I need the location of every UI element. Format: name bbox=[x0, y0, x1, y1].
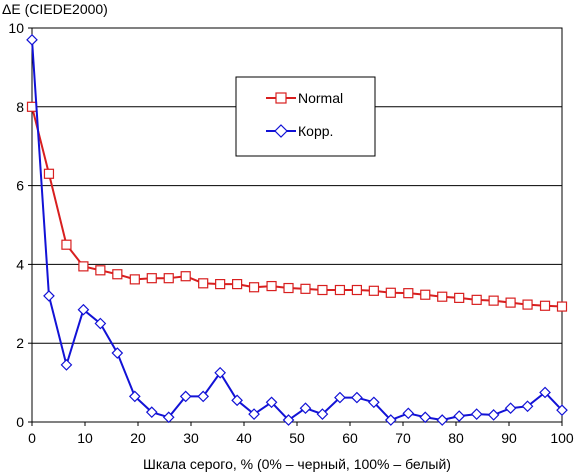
series-1-point-26 bbox=[470, 408, 483, 420]
series-1-point-19 bbox=[351, 391, 363, 404]
series-0-point-3 bbox=[78, 261, 89, 272]
series-0-point-27 bbox=[488, 295, 499, 306]
series-0-point-6 bbox=[129, 274, 140, 285]
legend-label-korr: Корр. bbox=[298, 123, 333, 139]
series-0-point-0 bbox=[26, 101, 38, 112]
series-0-point-29 bbox=[522, 299, 533, 310]
series-1-point-14 bbox=[265, 396, 278, 409]
series-1-point-5 bbox=[111, 347, 124, 359]
x-tick-label-20: 20 bbox=[130, 430, 146, 446]
y-axis: 0 2 4 6 8 10 bbox=[8, 20, 32, 430]
series-1-point-23 bbox=[419, 411, 432, 424]
series-1-point-20 bbox=[368, 396, 380, 409]
series-0-point-16 bbox=[300, 283, 311, 294]
series-0-point-9 bbox=[180, 271, 191, 282]
series-0-point-4 bbox=[95, 265, 106, 276]
legend-marker-korr bbox=[274, 124, 288, 138]
series-1-point-30 bbox=[539, 386, 551, 399]
series-1-point-7 bbox=[145, 406, 158, 418]
series-1-point-28 bbox=[504, 402, 517, 415]
series-1-point-15 bbox=[282, 414, 295, 426]
series-0-point-5 bbox=[112, 269, 123, 280]
series-0-point-13 bbox=[248, 282, 260, 293]
series-1-point-1 bbox=[43, 290, 55, 302]
series-1-point-18 bbox=[334, 391, 346, 404]
series-0-point-11 bbox=[215, 279, 226, 290]
series-1-point-8 bbox=[162, 411, 175, 424]
series-0-point-15 bbox=[283, 282, 294, 294]
series-layer bbox=[26, 33, 568, 426]
series-1-point-13 bbox=[248, 408, 260, 420]
series-1-point-29 bbox=[521, 400, 534, 413]
series-1-point-22 bbox=[402, 407, 415, 420]
series-0-point-31 bbox=[556, 301, 568, 312]
series-1-point-12 bbox=[231, 394, 243, 407]
series-1-point-2 bbox=[60, 359, 73, 371]
y-tick-label-4: 4 bbox=[16, 256, 24, 272]
y-axis-label: ΔE (CIEDE2000) bbox=[2, 1, 108, 17]
y-tick-label-2: 2 bbox=[16, 335, 24, 351]
x-tick-label-80: 80 bbox=[448, 430, 464, 446]
series-1-point-10 bbox=[197, 390, 210, 403]
series-0-point-28 bbox=[505, 297, 516, 308]
series-0-point-14 bbox=[266, 280, 277, 292]
x-tick-label-60: 60 bbox=[342, 430, 358, 446]
series-1-point-0 bbox=[26, 33, 38, 46]
x-tick-label-100: 100 bbox=[550, 430, 574, 446]
series-1-point-31 bbox=[556, 404, 568, 417]
series-0-point-18 bbox=[334, 284, 346, 296]
series-0-point-21 bbox=[385, 287, 396, 298]
legend-box bbox=[235, 76, 376, 157]
series-0-point-17 bbox=[317, 284, 328, 296]
series-1-point-27 bbox=[487, 409, 500, 421]
series-0-point-7 bbox=[146, 273, 157, 284]
series-0-point-24 bbox=[437, 291, 448, 302]
series-1-point-11 bbox=[214, 366, 226, 379]
y-tick-label-10: 10 bbox=[8, 20, 24, 36]
legend-label-normal: Normal bbox=[298, 90, 343, 106]
series-0-point-1 bbox=[43, 168, 55, 179]
x-tick-label-10: 10 bbox=[77, 430, 93, 446]
series-0-point-19 bbox=[351, 284, 362, 296]
series-1-point-3 bbox=[77, 303, 90, 316]
series-0-point-2 bbox=[61, 239, 72, 250]
series-1-point-24 bbox=[436, 414, 449, 426]
y-tick-label-8: 8 bbox=[16, 99, 24, 115]
series-0-point-25 bbox=[454, 292, 465, 303]
series-0-point-22 bbox=[403, 288, 414, 299]
series-0-point-30 bbox=[539, 300, 551, 311]
legend-marker-normal bbox=[275, 92, 287, 104]
x-tick-label-30: 30 bbox=[183, 430, 199, 446]
x-tick-label-90: 90 bbox=[501, 430, 517, 446]
y-tick-label-0: 0 bbox=[16, 414, 24, 430]
series-1-point-16 bbox=[299, 402, 312, 415]
series-1-point-21 bbox=[384, 414, 397, 426]
x-tick-label-50: 50 bbox=[289, 430, 305, 446]
legend: Normal Корр. bbox=[235, 76, 376, 157]
x-axis: 0 10 20 30 40 50 60 70 80 90 100 bbox=[28, 422, 574, 446]
x-tick-label-40: 40 bbox=[236, 430, 252, 446]
series-0-point-26 bbox=[471, 294, 482, 305]
series-1 bbox=[26, 33, 568, 426]
series-1-point-4 bbox=[94, 317, 107, 330]
series-0-point-12 bbox=[232, 279, 243, 290]
series-1-point-17 bbox=[316, 408, 329, 420]
series-0-point-8 bbox=[163, 273, 174, 284]
series-1-point-25 bbox=[453, 410, 466, 422]
series-0-point-10 bbox=[198, 278, 209, 289]
x-axis-label: Шкала серого, % (0% – черный, 100% – бел… bbox=[143, 456, 451, 472]
series-1-point-9 bbox=[179, 390, 192, 403]
series-1-point-6 bbox=[128, 390, 141, 403]
x-tick-label-70: 70 bbox=[395, 430, 411, 446]
series-0-point-23 bbox=[420, 289, 431, 300]
y-tick-label-6: 6 bbox=[16, 178, 24, 194]
series-0-point-20 bbox=[368, 285, 379, 296]
x-tick-label-0: 0 bbox=[28, 430, 36, 446]
series-0 bbox=[26, 101, 568, 312]
